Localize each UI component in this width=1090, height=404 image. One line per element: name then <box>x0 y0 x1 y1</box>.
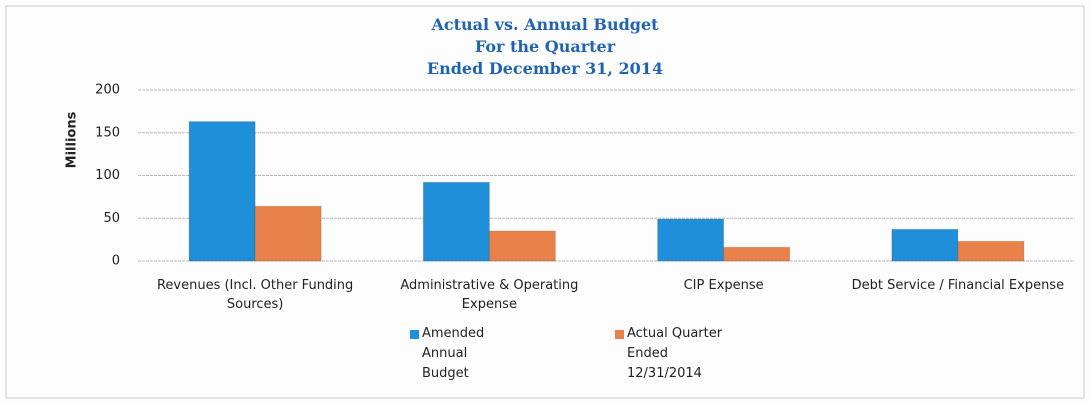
bar <box>488 230 556 262</box>
chart-title: Actual vs. Annual Budget For the Quarter E… <box>0 14 1090 80</box>
bar <box>723 246 791 262</box>
bar <box>957 240 1025 262</box>
x-tick-label: CIP Expense <box>683 278 764 293</box>
legend-label: Actual Quarter Ended 12/31/2014 <box>627 326 723 381</box>
x-tick-label: Debt Service / Financial Expense <box>851 278 1065 293</box>
y-tick-label: 200 <box>95 83 120 98</box>
bar <box>188 121 256 262</box>
y-tick-label: 100 <box>95 168 120 183</box>
y-tick-label: 50 <box>103 211 120 226</box>
title-line: Actual vs. Annual Budget <box>431 15 659 34</box>
bar <box>657 218 725 262</box>
legend-label: Amended Annual Budget <box>422 326 485 381</box>
bar <box>422 181 490 262</box>
x-tick-label: Administrative & Operating Expense <box>400 278 579 312</box>
y-tick-label: 150 <box>95 125 120 140</box>
y-tick-label: 0 <box>112 254 120 269</box>
x-tick-label: Revenues (Incl. Other Funding Sources) <box>156 278 354 312</box>
legend-swatch <box>410 330 419 339</box>
title-line: Ended December 31, 2014 <box>426 59 664 78</box>
frame-border <box>5 5 1085 399</box>
bar <box>891 228 959 262</box>
y-axis-label: Millions <box>65 111 80 168</box>
title-line: For the Quarter <box>474 37 616 56</box>
bar <box>254 205 322 262</box>
legend-swatch <box>615 330 624 339</box>
